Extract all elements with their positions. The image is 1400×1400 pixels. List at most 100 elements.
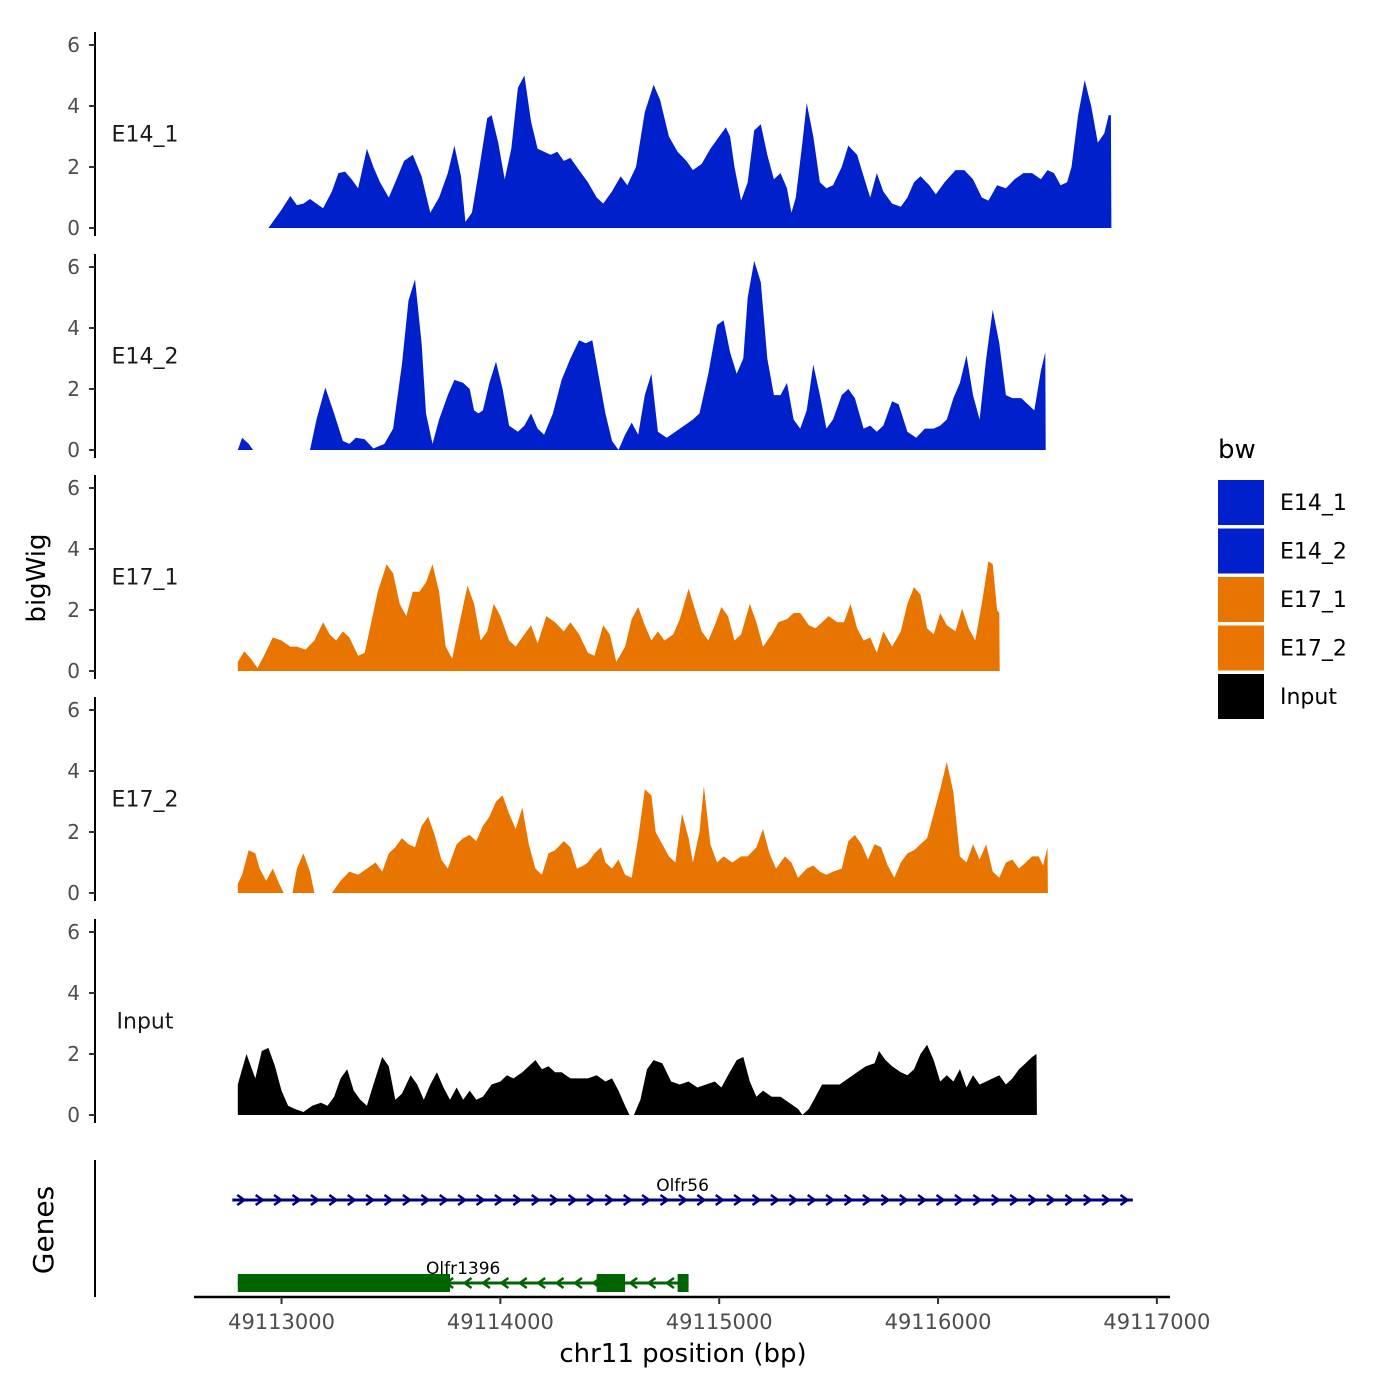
strand-chevron <box>310 1193 321 1207</box>
legend-swatch-E14_2 <box>1218 528 1264 574</box>
strand-chevron <box>549 1193 560 1207</box>
y-tick-label: 6 <box>67 698 80 722</box>
strand-chevron <box>572 1276 583 1290</box>
legend-label-E17_2: E17_2 <box>1280 637 1347 662</box>
strand-chevron <box>622 1193 633 1207</box>
tracks-layer: 0 2 4 6 E14_1 0 2 4 6 E14_2 0 2 4 6 E17_1 0 2 4 6 E17_2 0 2 4 6… <box>67 32 1112 1127</box>
area-E14_2 <box>237 260 1046 450</box>
exon <box>677 1274 689 1292</box>
strand-chevron <box>714 1193 725 1207</box>
track-label: Input <box>117 1010 174 1035</box>
track-E17_2: 0 2 4 6 E17_2 <box>67 697 1048 905</box>
strand-chevron <box>536 1276 546 1290</box>
strand-chevron <box>733 1193 744 1207</box>
y-tick-label: 0 <box>67 881 80 905</box>
y-axis-label: bigWig <box>22 533 52 622</box>
area-E14_1 <box>268 75 1112 228</box>
y-tick-label: 4 <box>67 759 80 783</box>
strand-chevron <box>1046 1193 1057 1207</box>
strand-chevron <box>383 1193 394 1207</box>
gene-name: Olfr1396 <box>426 1259 500 1279</box>
strand-chevron <box>586 1193 597 1207</box>
x-tick-label: 49114000 <box>447 1310 554 1334</box>
y-tick-label: 4 <box>67 981 80 1005</box>
y-tick-label: 2 <box>67 155 80 179</box>
legend-title: bw <box>1218 435 1256 465</box>
strand-chevron <box>806 1193 817 1207</box>
gene-name: Olfr56 <box>656 1176 709 1196</box>
strand-chevron <box>825 1193 836 1207</box>
strand-chevron <box>1064 1193 1075 1207</box>
area-Input <box>237 1044 1037 1115</box>
strand-chevron <box>641 1193 652 1207</box>
legend-swatch-E17_2 <box>1218 625 1264 671</box>
x-tick-label: 49117000 <box>1103 1310 1210 1334</box>
x-tick-label: 49113000 <box>228 1310 335 1334</box>
legend-swatch-E17_1 <box>1218 577 1264 622</box>
strand-chevron <box>328 1193 339 1207</box>
strand-chevron <box>880 1193 891 1207</box>
track-Input: 0 2 4 6 Input <box>67 919 1037 1127</box>
x-axis: 49113000 49114000 49115000 49116000 49117000 <box>194 1295 1210 1334</box>
y-tick-label: 6 <box>67 920 80 944</box>
strand-chevron <box>512 1193 523 1207</box>
strand-chevron <box>517 1276 528 1290</box>
track-E14_2: 0 2 4 6 E14_2 <box>67 254 1046 462</box>
strand-chevron <box>554 1276 565 1290</box>
y-tick-label: 2 <box>67 1042 80 1066</box>
strand-chevron <box>646 1276 657 1290</box>
y-tick-label: 2 <box>67 377 80 401</box>
strand-chevron <box>770 1193 781 1207</box>
strand-chevron <box>1027 1193 1038 1207</box>
y-tick-label: 6 <box>67 255 80 279</box>
gene-Olfr56: Olfr56 <box>232 1176 1133 1207</box>
area-E17_2 <box>237 761 1048 893</box>
strand-chevron <box>402 1193 413 1207</box>
genes-track: Olfr56 Olfr1396 <box>94 1160 1133 1297</box>
strand-chevron <box>254 1193 265 1207</box>
y-tick-label: 6 <box>67 476 80 500</box>
y-tick-label: 0 <box>67 1103 80 1127</box>
x-tick-label: 49116000 <box>885 1310 992 1334</box>
strand-chevron <box>291 1193 302 1207</box>
y-tick-label: 4 <box>67 94 80 118</box>
y-tick-label: 4 <box>67 537 80 561</box>
strand-chevron <box>457 1193 468 1207</box>
legend-label-E17_1: E17_1 <box>1280 588 1347 613</box>
strand-chevron <box>843 1193 854 1207</box>
legend-swatch-Input <box>1218 674 1264 719</box>
strand-chevron <box>420 1193 431 1207</box>
strand-chevron <box>480 1276 491 1290</box>
track-label: E14_2 <box>112 345 179 370</box>
y-tick-label: 0 <box>67 659 80 683</box>
legend-label-E14_2: E14_2 <box>1280 540 1347 565</box>
strand-chevron <box>862 1193 873 1207</box>
exon <box>596 1274 626 1292</box>
legend: bw E14_1 E14_2 E17_1 E17_2 Input <box>1218 435 1347 719</box>
strand-chevron <box>236 1193 247 1207</box>
x-tick-label: 49115000 <box>666 1310 773 1334</box>
strand-chevron <box>972 1193 983 1207</box>
track-label: E14_1 <box>112 123 179 148</box>
legend-swatch-E14_1 <box>1218 480 1264 525</box>
y-tick-label: 6 <box>67 33 80 57</box>
strand-chevron <box>1009 1193 1020 1207</box>
track-label: E17_2 <box>112 788 179 813</box>
strand-chevron <box>678 1193 689 1207</box>
track-E14_1: 0 2 4 6 E14_1 <box>67 32 1112 240</box>
y-tick-label: 0 <box>67 438 80 462</box>
strand-chevron <box>365 1193 376 1207</box>
y-tick-label: 2 <box>67 820 80 844</box>
y-tick-label: 0 <box>67 216 80 240</box>
strand-chevron <box>659 1193 670 1207</box>
strand-chevron <box>628 1276 638 1290</box>
gene-Olfr1396: Olfr1396 <box>237 1259 689 1292</box>
y-tick-label: 4 <box>67 316 80 340</box>
strand-chevron <box>935 1193 946 1207</box>
strand-chevron <box>462 1276 473 1290</box>
strand-chevron <box>604 1193 615 1207</box>
strand-chevron <box>917 1193 928 1207</box>
exon <box>237 1274 451 1292</box>
legend-label-E14_1: E14_1 <box>1280 491 1347 516</box>
